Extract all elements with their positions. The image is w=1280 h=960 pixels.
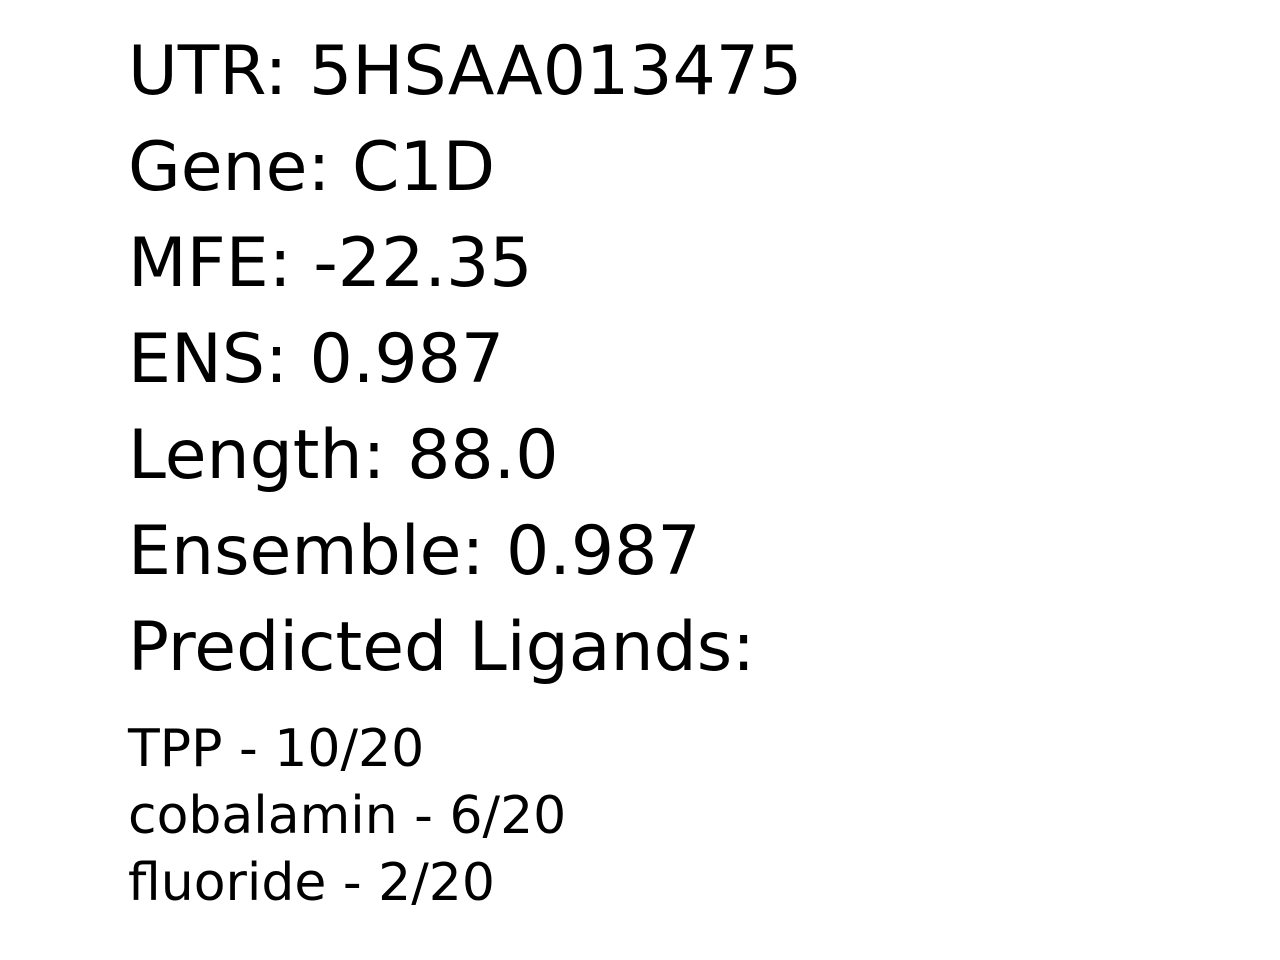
utr-id-line: UTR: 5HSAA013475	[128, 32, 803, 111]
ens-line: ENS: 0.987	[128, 320, 505, 399]
gene-line: Gene: C1D	[128, 128, 496, 207]
ligand-item: TPP - 10/20	[128, 719, 425, 779]
ensemble-line: Ensemble: 0.987	[128, 512, 701, 591]
predicted-ligands-heading: Predicted Ligands:	[128, 608, 756, 687]
mfe-line: MFE: -22.35	[128, 224, 533, 303]
ligand-item: cobalamin - 6/20	[128, 786, 567, 846]
ligand-item: fluoride - 2/20	[128, 853, 495, 913]
length-line: Length: 88.0	[128, 416, 559, 495]
